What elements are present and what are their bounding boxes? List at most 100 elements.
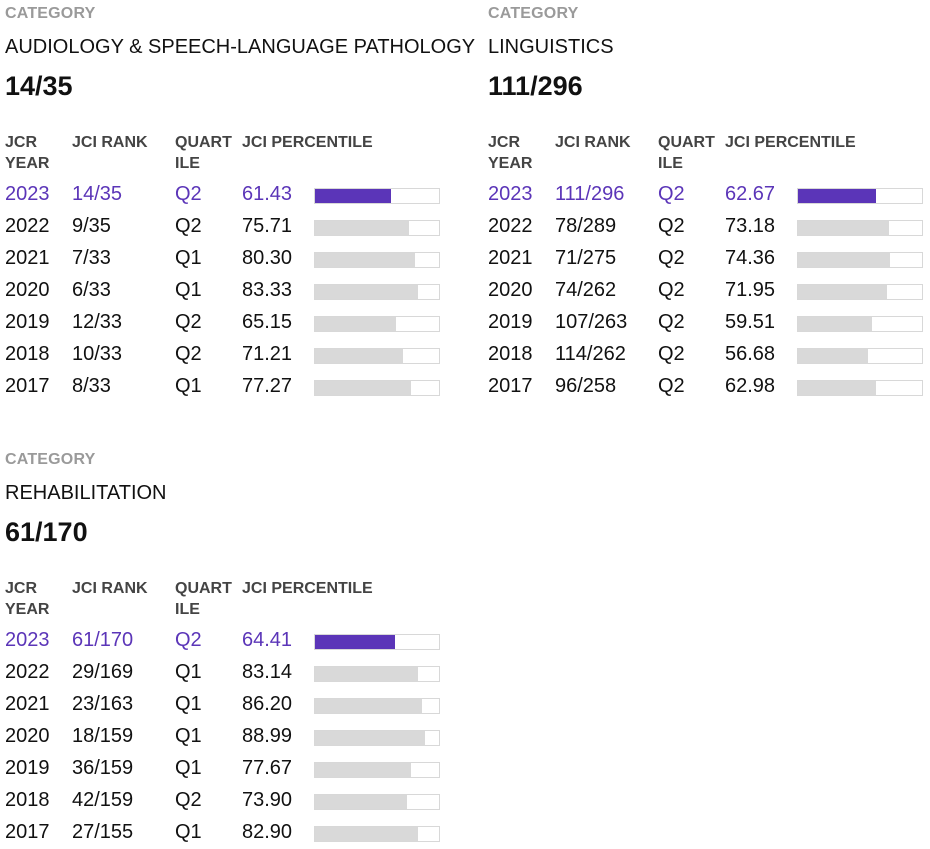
rank-cell: 10/33 (72, 343, 123, 365)
percentile-bar-fill (315, 349, 404, 363)
percentile-bar-fill (315, 667, 419, 681)
rank-cell: 42/159 (72, 789, 134, 811)
year-cell: 2018 (488, 343, 533, 365)
header-jci-percentile: JCI PERCENTILE (242, 134, 373, 151)
percentile-cell: 83.33 (242, 279, 293, 301)
table-row: 2018 42/159 Q2 73.90 (5, 785, 445, 817)
header-jci-rank: JCI RANK (72, 134, 148, 151)
rank-cell: 8/33 (72, 375, 111, 397)
quartile-cell: Q2 (175, 183, 202, 205)
rank-table-body: 2023 14/35 Q2 61.43 2022 9/35 Q2 75.71 2021 7/33 Q… (5, 179, 445, 403)
percentile-bar (314, 762, 440, 778)
year-cell: 2021 (5, 247, 50, 269)
year-cell: 2019 (488, 311, 533, 333)
percentile-bar (314, 316, 440, 332)
table-row: 2021 7/33 Q1 80.30 (5, 243, 445, 275)
year-cell: 2020 (5, 725, 50, 747)
percentile-bar (797, 220, 923, 236)
percentile-cell: 86.20 (242, 693, 293, 715)
rank-cell: 18/159 (72, 725, 134, 747)
percentile-bar (314, 220, 440, 236)
category-label: CATEGORY (5, 451, 96, 468)
percentile-bar (314, 188, 440, 204)
year-cell: 2020 (488, 279, 533, 301)
quartile-cell: Q2 (175, 789, 202, 811)
table-row: 2019 12/33 Q2 65.15 (5, 307, 445, 339)
percentile-cell: 64.41 (242, 629, 293, 651)
quartile-cell: Q2 (175, 629, 202, 651)
table-row: 2023 61/170 Q2 64.41 (5, 625, 445, 657)
table-row: 2021 71/275 Q2 74.36 (488, 243, 928, 275)
table-row: 2020 18/159 Q1 88.99 (5, 721, 445, 753)
quartile-cell: Q1 (175, 661, 202, 683)
percentile-cell: 88.99 (242, 725, 293, 747)
year-cell: 2017 (488, 375, 533, 397)
quartile-cell: Q1 (175, 821, 202, 843)
table-row: 2022 78/289 Q2 73.18 (488, 211, 928, 243)
rank-cell: 12/33 (72, 311, 123, 333)
percentile-bar (797, 348, 923, 364)
year-cell: 2021 (5, 693, 50, 715)
header-quartile: QUART ILE (175, 134, 232, 172)
header-jci-percentile: JCI PERCENTILE (242, 580, 373, 597)
percentile-bar-fill (315, 381, 411, 395)
quartile-cell: Q2 (175, 215, 202, 237)
quartile-cell: Q1 (175, 247, 202, 269)
category-panel-rehabilitation: CATEGORY REHABILITATION 61/170 JCR YEAR … (5, 451, 445, 844)
quartile-cell: Q2 (658, 183, 685, 205)
year-cell: 2018 (5, 789, 50, 811)
percentile-bar-fill (315, 731, 426, 745)
percentile-bar (314, 698, 440, 714)
category-name: AUDIOLOGY & SPEECH-LANGUAGE PATHOLOGY (5, 36, 476, 58)
percentile-bar-fill (315, 763, 412, 777)
percentile-cell: 73.90 (242, 789, 293, 811)
percentile-cell: 80.30 (242, 247, 293, 269)
percentile-bar (314, 826, 440, 842)
percentile-cell: 71.95 (725, 279, 776, 301)
percentile-cell: 71.21 (242, 343, 293, 365)
category-rank: 61/170 (5, 517, 88, 547)
table-row: 2017 27/155 Q1 82.90 (5, 817, 445, 849)
quartile-cell: Q2 (658, 343, 685, 365)
percentile-cell: 59.51 (725, 311, 776, 333)
table-row: 2020 6/33 Q1 83.33 (5, 275, 445, 307)
quartile-cell: Q1 (175, 279, 202, 301)
header-jci-rank: JCI RANK (72, 580, 148, 597)
percentile-bar-fill (315, 827, 418, 841)
percentile-bar (797, 252, 923, 268)
year-cell: 2022 (488, 215, 533, 237)
quartile-cell: Q2 (175, 343, 202, 365)
category-label: CATEGORY (488, 5, 579, 22)
rank-cell: 61/170 (72, 629, 134, 651)
percentile-bar (314, 666, 440, 682)
category-name: LINGUISTICS (488, 36, 614, 58)
quartile-cell: Q1 (175, 375, 202, 397)
year-cell: 2023 (488, 183, 533, 205)
percentile-cell: 62.98 (725, 375, 776, 397)
percentile-cell: 77.67 (242, 757, 293, 779)
percentile-bar-fill (315, 253, 415, 267)
header-quartile: QUART ILE (658, 134, 715, 172)
table-row: 2019 36/159 Q1 77.67 (5, 753, 445, 785)
category-rank: 111/296 (488, 71, 583, 101)
percentile-cell: 56.68 (725, 343, 776, 365)
percentile-bar-fill (798, 381, 877, 395)
quartile-cell: Q1 (175, 693, 202, 715)
percentile-bar (314, 730, 440, 746)
table-row: 2023 111/296 Q2 62.67 (488, 179, 928, 211)
percentile-bar (314, 794, 440, 810)
rank-table-body: 2023 61/170 Q2 64.41 2022 29/169 Q1 83.14 2021 23… (5, 625, 445, 849)
rank-cell: 96/258 (555, 375, 617, 397)
year-cell: 2023 (5, 183, 50, 205)
percentile-cell: 82.90 (242, 821, 293, 843)
percentile-bar (797, 188, 923, 204)
percentile-bar-fill (798, 285, 888, 299)
year-cell: 2023 (5, 629, 50, 651)
percentile-cell: 75.71 (242, 215, 293, 237)
percentile-bar-fill (798, 253, 891, 267)
category-panel-linguistics: CATEGORY LINGUISTICS 111/296 JCR YEAR JC… (488, 5, 928, 405)
percentile-bar (797, 316, 923, 332)
quartile-cell: Q2 (658, 375, 685, 397)
header-jcr-year: JCR YEAR (5, 134, 50, 172)
quartile-cell: Q2 (658, 215, 685, 237)
